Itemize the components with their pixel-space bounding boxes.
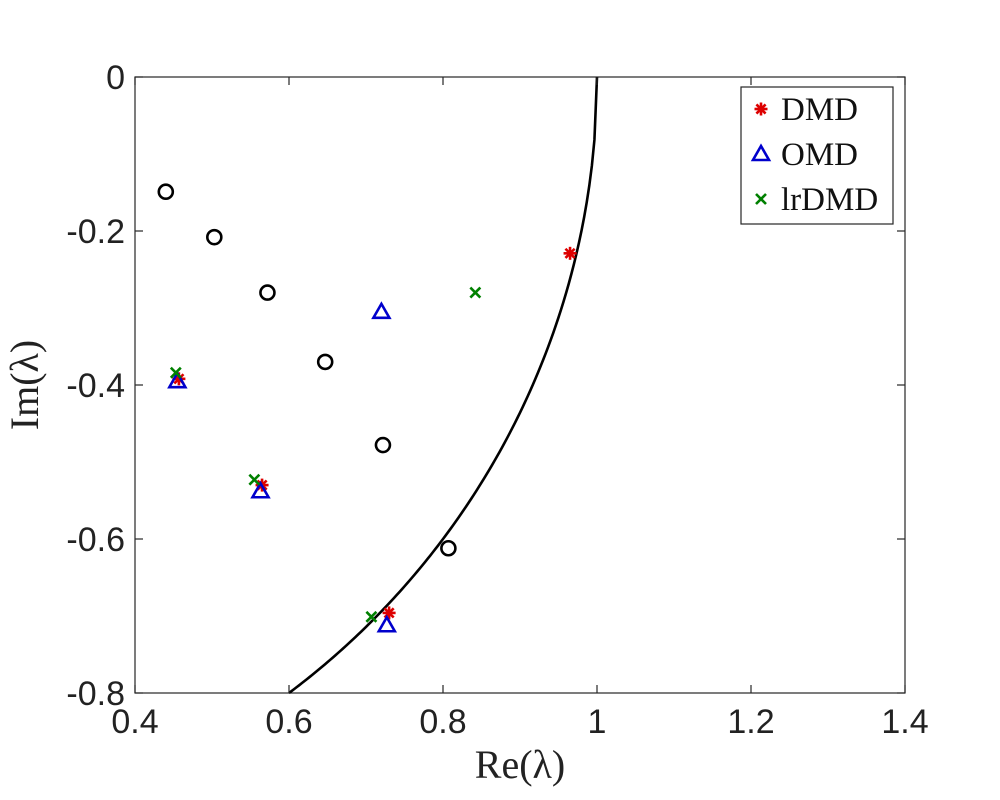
dmd-point bbox=[382, 606, 396, 620]
x-tick-label: 0.8 bbox=[419, 703, 466, 741]
y-tick-label: -0.4 bbox=[66, 367, 125, 405]
y-tick-label: -0.6 bbox=[66, 521, 125, 559]
y-tick-label: -0.2 bbox=[66, 213, 125, 251]
x-tick-label: 0.4 bbox=[111, 703, 158, 741]
legend-lrdmd-label: lrDMD bbox=[781, 182, 878, 218]
eigenvalue-circle-point bbox=[440, 539, 457, 557]
axis-ticks-layer: 0.4 0.6 0.8 1 1.2 1.4 0 -0.2 -0.4 -0.6 -0.8 bbox=[66, 59, 928, 741]
eigenvalue-circle-point bbox=[206, 228, 223, 246]
y-tick-label: -0.8 bbox=[66, 675, 125, 713]
omd-point bbox=[371, 301, 392, 320]
unit-circle-curve bbox=[288, 76, 599, 695]
lrdmd-point bbox=[169, 366, 182, 379]
x-tick-label: 1.2 bbox=[727, 703, 774, 741]
lrdmd-point bbox=[365, 610, 378, 623]
legend-omd-label: OMD bbox=[781, 137, 858, 173]
legend-dmd-marker bbox=[754, 102, 768, 116]
y-axis-label: Im(λ) bbox=[2, 340, 47, 430]
x-tick-label: 1 bbox=[588, 703, 607, 741]
eigenvalue-circle-point bbox=[374, 436, 392, 454]
x-tick-label: 0.6 bbox=[265, 703, 312, 741]
omd-point bbox=[167, 370, 188, 389]
data-points-layer bbox=[157, 183, 577, 633]
x-tick-label: 1.4 bbox=[881, 703, 928, 741]
legend: DMD OMD lrDMD bbox=[740, 86, 894, 225]
eigenvalue-circle-point bbox=[259, 284, 276, 301]
unit-circle-layer bbox=[288, 76, 599, 695]
lrdmd-point bbox=[248, 473, 261, 486]
lrdmd-point bbox=[469, 286, 482, 299]
legend-omd-marker bbox=[750, 143, 772, 162]
eigenvalue-circle-point bbox=[316, 353, 334, 371]
x-axis-label: Re(λ) bbox=[475, 742, 565, 787]
dmd-point bbox=[563, 246, 577, 260]
omd-point bbox=[250, 480, 271, 499]
y-tick-label: 0 bbox=[106, 59, 125, 97]
legend-dmd-label: DMD bbox=[781, 92, 858, 128]
legend-lrdmd-marker bbox=[755, 193, 767, 205]
eigenvalue-circle-point bbox=[157, 183, 175, 201]
omd-point bbox=[376, 614, 398, 633]
